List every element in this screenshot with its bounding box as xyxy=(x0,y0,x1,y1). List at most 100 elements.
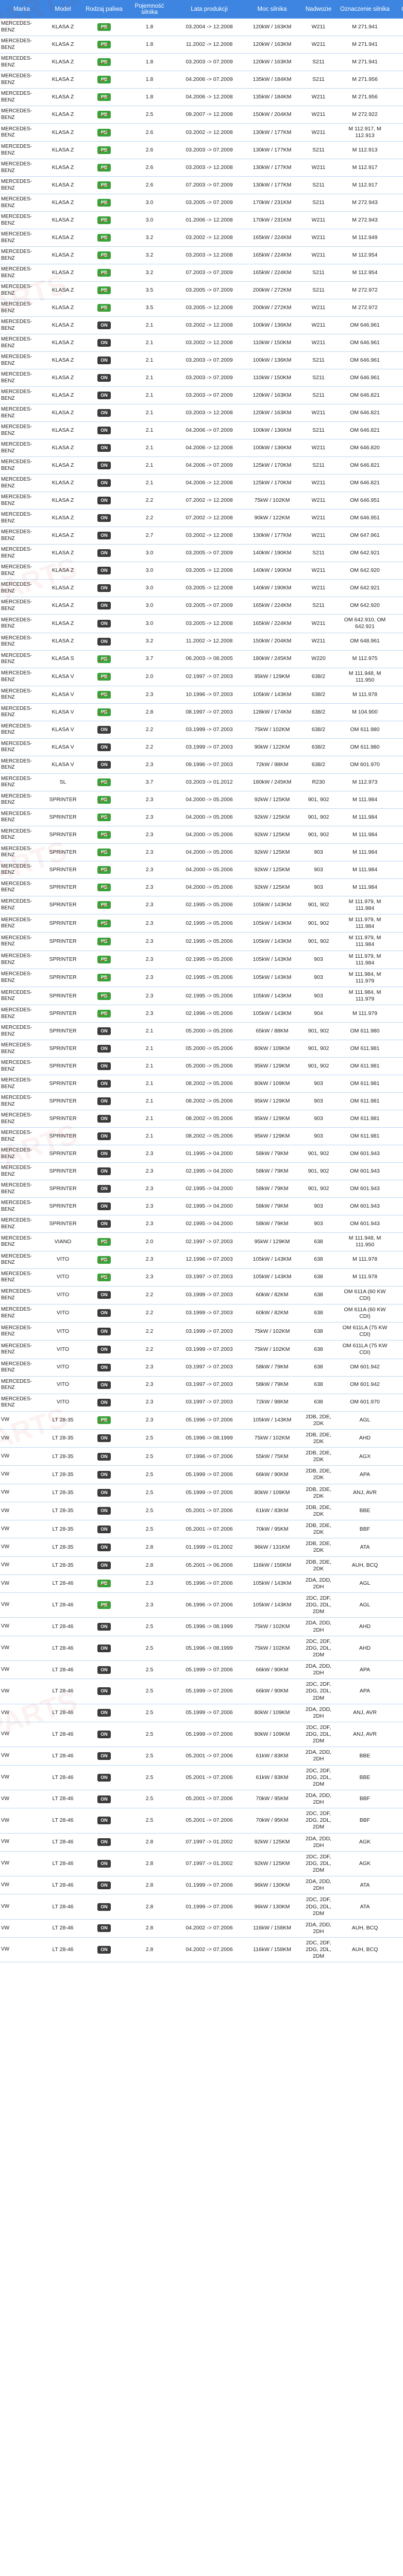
table-row[interactable]: MERCEDES-BENZ SPRINTER PB 2.3 04.2000 -> 05.… xyxy=(0,808,403,826)
table-row[interactable]: MERCEDES-BENZ SPRINTER ON 2.1 08.2002 -> 05.… xyxy=(0,1128,403,1145)
table-row[interactable]: VW LT 28-46 ON 2.8 04.2002 -> 07.2006 116kW /… xyxy=(0,1919,403,1937)
table-row[interactable]: MERCEDES-BENZ SPRINTER PB 2.3 04.2000 -> 05.… xyxy=(0,843,403,861)
table-row[interactable]: VW LT 28-46 ON 2.8 07.1997 -> 01.2002 92kW / … xyxy=(0,1833,403,1851)
table-row[interactable]: MERCEDES-BENZ VITO ON 2.2 03.1999 -> 07.2003… xyxy=(0,1304,403,1322)
column-header-nadwozie[interactable]: Nadwozie xyxy=(299,0,338,19)
table-row[interactable]: VW LT 28-46 ON 2.5 05.1996 -> 08.1999 75kW / … xyxy=(0,1618,403,1636)
table-row[interactable]: MERCEDES-BENZ KLASA Z PB 2.6 07.2003 -> 07.2… xyxy=(0,177,403,194)
table-row[interactable]: MERCEDES-BENZ KLASA Z PB 3.0 01.2006 -> 12.2… xyxy=(0,212,403,229)
table-row[interactable]: MERCEDES-BENZ VITO ON 2.2 03.1999 -> 07.2003… xyxy=(0,1323,403,1341)
table-row[interactable]: MERCEDES-BENZ KLASA Z PB 1.8 04.2006 -> 12.2… xyxy=(0,89,403,106)
table-row[interactable]: MERCEDES-BENZ KLASA V PB 2.3 10.1996 -> 07.2… xyxy=(0,686,403,703)
table-row[interactable]: MERCEDES-BENZ KLASA Z ON 2.7 03.2002 -> 12.2… xyxy=(0,527,403,545)
column-header-model[interactable]: Model xyxy=(43,0,82,19)
table-row[interactable]: MERCEDES-BENZ KLASA Z PB 3.5 03.2005 -> 12.2… xyxy=(0,299,403,317)
column-header-moc[interactable]: Moc silnika xyxy=(245,0,299,19)
table-row[interactable]: MERCEDES-BENZ SPRINTER ON 2.3 02.1995 -> 04.… xyxy=(0,1198,403,1215)
table-row[interactable]: MERCEDES-BENZ KLASA Z ON 2.1 04.2006 -> 07.2… xyxy=(0,457,403,474)
table-row[interactable]: MERCEDES-BENZ KLASA V PB 2.8 08.1997 -> 07.2… xyxy=(0,703,403,721)
column-header-opis[interactable]: Opis xyxy=(392,0,403,19)
table-row[interactable]: MERCEDES-BENZ KLASA Z ON 2.1 03.2003 -> 07.2… xyxy=(0,369,403,387)
table-row[interactable]: MERCEDES-BENZ KLASA Z ON 2.1 03.2003 -> 07.2… xyxy=(0,352,403,369)
table-row[interactable]: MERCEDES-BENZ KLASA Z ON 3.0 03.2005 -> 12.2… xyxy=(0,580,403,597)
table-row[interactable]: MERCEDES-BENZ KLASA Z ON 3.2 11.2002 -> 12.2… xyxy=(0,633,403,650)
table-row[interactable]: MERCEDES-BENZ SPRINTER PB 2.3 02.1995 -> 05.… xyxy=(0,987,403,1005)
column-header-marka[interactable]: Marka xyxy=(0,0,43,19)
table-row[interactable]: VW LT 28-46 PB 2.3 05.1996 -> 07.2006 105kW /… xyxy=(0,1574,403,1592)
table-row[interactable]: MERCEDES-BENZ KLASA Z ON 3.0 03.2005 -> 12.2… xyxy=(0,562,403,580)
table-row[interactable]: MERCEDES-BENZ KLASA Z PB 1.8 03.2003 -> 07.2… xyxy=(0,54,403,71)
table-row[interactable]: MERCEDES-BENZ SPRINTER ON 2.3 02.1995 -> 04.… xyxy=(0,1163,403,1180)
table-row[interactable]: VW LT 28-35 ON 2.5 05.1999 -> 07.2006 66kW / … xyxy=(0,1466,403,1484)
table-row[interactable]: MERCEDES-BENZ SPRINTER PB 2.3 02.1995 -> 05.… xyxy=(0,896,403,914)
table-row[interactable]: MERCEDES-BENZ KLASA Z PB 3.2 03.2003 -> 12.2… xyxy=(0,247,403,264)
table-row[interactable]: MERCEDES-BENZ KLASA Z ON 2.2 07.2002 -> 12.2… xyxy=(0,492,403,510)
table-row[interactable]: MERCEDES-BENZ SPRINTER ON 2.1 05.2000 -> 05.… xyxy=(0,1023,403,1040)
table-row[interactable]: VW LT 28-46 ON 2.5 05.2001 -> 07.2006 70kW / … xyxy=(0,1808,403,1833)
table-row[interactable]: VW LT 28-46 ON 2.8 01.1999 -> 07.2006 96kW / … xyxy=(0,1876,403,1894)
table-row[interactable]: MERCEDES-BENZ KLASA Z ON 3.0 03.2005 -> 12.2… xyxy=(0,615,403,633)
table-row[interactable]: MERCEDES-BENZ KLASA Z ON 2.1 04.2006 -> 12.2… xyxy=(0,474,403,492)
table-row[interactable]: MERCEDES-BENZ KLASA Z ON 2.1 03.2002 -> 12.2… xyxy=(0,334,403,352)
table-row[interactable]: VW LT 28-35 ON 2.5 05.1999 -> 07.2006 80kW / … xyxy=(0,1484,403,1502)
table-row[interactable]: MERCEDES-BENZ KLASA Z PB 3.5 03.2005 -> 07.2… xyxy=(0,282,403,299)
table-row[interactable]: MERCEDES-BENZ SPRINTER ON 2.1 05.2000 -> 05.… xyxy=(0,1040,403,1058)
table-row[interactable]: MERCEDES-BENZ KLASA Z PB 2.6 03.2002 -> 12.2… xyxy=(0,124,403,142)
table-row[interactable]: MERCEDES-BENZ SPRINTER PB 2.3 04.2000 -> 05.… xyxy=(0,878,403,896)
table-row[interactable]: MERCEDES-BENZ KLASA S PB 3.7 06.2003 -> 08.2… xyxy=(0,650,403,668)
table-row[interactable]: MERCEDES-BENZ SPRINTER PB 2.3 02.1995 -> 05.… xyxy=(0,951,403,969)
table-row[interactable]: MERCEDES-BENZ SPRINTER ON 2.3 02.1995 -> 04.… xyxy=(0,1180,403,1198)
table-row[interactable]: VW LT 28-46 ON 2.5 05.1999 -> 07.2006 66kW / … xyxy=(0,1679,403,1704)
table-row[interactable]: MERCEDES-BENZ KLASA V ON 2.2 03.1999 -> 07.2… xyxy=(0,738,403,756)
column-header-pojemnosc[interactable]: Pojemność silnika xyxy=(126,0,173,19)
table-row[interactable]: MERCEDES-BENZ SPRINTER PB 2.3 02.1995 -> 05.… xyxy=(0,914,403,933)
table-row[interactable]: MERCEDES-BENZ KLASA Z ON 2.1 03.2002 -> 12.2… xyxy=(0,317,403,334)
table-row[interactable]: VW LT 28-46 ON 2.5 05.1999 -> 07.2006 66kW / … xyxy=(0,1661,403,1679)
table-row[interactable]: MERCEDES-BENZ VITO ON 2.2 03.1999 -> 07.2003… xyxy=(0,1341,403,1359)
table-row[interactable]: VW LT 28-46 ON 2.5 05.1999 -> 07.2006 80kW / … xyxy=(0,1722,403,1747)
table-row[interactable]: VW LT 28-35 ON 2.5 05.1996 -> 08.1999 75kW / … xyxy=(0,1429,403,1447)
table-row[interactable]: MERCEDES-BENZ KLASA Z ON 2.1 04.2006 -> 07.2… xyxy=(0,422,403,439)
table-row[interactable]: MERCEDES-BENZ VITO PB 2.3 12.1996 -> 07.2003… xyxy=(0,1251,403,1268)
table-row[interactable]: MERCEDES-BENZ KLASA Z ON 2.1 04.2006 -> 12.2… xyxy=(0,439,403,457)
table-row[interactable]: MERCEDES-BENZ KLASA Z PB 3.0 03.2005 -> 07.2… xyxy=(0,194,403,212)
table-row[interactable]: VW LT 28-46 ON 2.8 04.2002 -> 07.2006 116kW /… xyxy=(0,1938,403,1962)
table-row[interactable]: MERCEDES-BENZ KLASA Z ON 2.1 03.2003 -> 12.2… xyxy=(0,404,403,422)
table-row[interactable]: MERCEDES-BENZ KLASA Z PB 2.6 03.2003 -> 07.2… xyxy=(0,142,403,159)
table-row[interactable]: MERCEDES-BENZ SPRINTER ON 2.3 02.1995 -> 04.… xyxy=(0,1215,403,1233)
table-row[interactable]: MERCEDES-BENZ VITO PB 2.3 03.1997 -> 07.2003… xyxy=(0,1268,403,1286)
table-row[interactable]: VW LT 28-46 PB 2.3 06.1996 -> 07.2006 105kW /… xyxy=(0,1593,403,1618)
table-row[interactable]: VW LT 28-46 ON 2.8 07.1997 -> 01.2002 92kW / … xyxy=(0,1851,403,1876)
table-row[interactable]: MERCEDES-BENZ KLASA Z ON 2.2 07.2002 -> 12.2… xyxy=(0,510,403,527)
table-row[interactable]: MERCEDES-BENZ SPRINTER PB 2.3 04.2000 -> 05.… xyxy=(0,791,403,808)
table-row[interactable]: MERCEDES-BENZ KLASA Z PB 3.2 03.2002 -> 12.2… xyxy=(0,229,403,247)
table-row[interactable]: VW LT 28-35 ON 2.8 01.1999 -> 01.2002 96kW / … xyxy=(0,1538,403,1556)
table-row[interactable]: MERCEDES-BENZ KLASA V ON 2.3 09.1996 -> 07.2… xyxy=(0,756,403,773)
table-row[interactable]: MERCEDES-BENZ SPRINTER ON 2.1 08.2002 -> 05.… xyxy=(0,1110,403,1128)
table-row[interactable]: VW LT 28-46 ON 2.5 05.2001 -> 07.2006 70kW / … xyxy=(0,1790,403,1808)
table-row[interactable]: VW LT 28-35 ON 2.5 05.2001 -> 07.2006 61kW / … xyxy=(0,1502,403,1520)
table-row[interactable]: MERCEDES-BENZ VITO ON 2.3 03.1997 -> 07.2003… xyxy=(0,1376,403,1394)
table-row[interactable]: VW LT 28-35 ON 2.5 07.1996 -> 07.2006 55kW / … xyxy=(0,1448,403,1466)
table-row[interactable]: MERCEDES-BENZ VIANO PB 2.0 02.1997 -> 07.200… xyxy=(0,1233,403,1251)
table-row[interactable]: MERCEDES-BENZ SPRINTER PB 2.3 02.1995 -> 05.… xyxy=(0,969,403,987)
table-row[interactable]: VW LT 28-46 ON 2.5 05.2001 -> 07.2006 61kW / … xyxy=(0,1747,403,1765)
table-row[interactable]: MERCEDES-BENZ KLASA Z PB 2.6 03.2003 -> 12.2… xyxy=(0,159,403,177)
table-row[interactable]: VW LT 28-35 PB 2.3 05.1996 -> 07.2006 105kW /… xyxy=(0,1411,403,1429)
table-row[interactable]: MERCEDES-BENZ KLASA Z PB 1.8 11.2002 -> 12.2… xyxy=(0,36,403,54)
table-row[interactable]: VW LT 28-46 ON 2.8 01.1999 -> 07.2006 96kW / … xyxy=(0,1894,403,1919)
column-header-oznaczenie[interactable]: Oznaczenie silnika xyxy=(338,0,392,19)
table-row[interactable]: VW LT 28-46 ON 2.5 05.2001 -> 07.2006 61kW / … xyxy=(0,1765,403,1790)
table-row[interactable]: MERCEDES-BENZ VITO ON 2.3 03.1997 -> 07.2003… xyxy=(0,1394,403,1411)
column-header-lata[interactable]: Lata produkcji xyxy=(173,0,245,19)
table-row[interactable]: MERCEDES-BENZ KLASA Z ON 2.1 03.2003 -> 07.2… xyxy=(0,387,403,404)
table-row[interactable]: MERCEDES-BENZ SPRINTER ON 2.1 08.2002 -> 05.… xyxy=(0,1075,403,1093)
table-row[interactable]: MERCEDES-BENZ KLASA Z PB 1.8 03.2004 -> 12.2… xyxy=(0,19,403,36)
table-row[interactable]: VW LT 28-35 ON 2.5 05.2001 -> 07.2006 70kW / … xyxy=(0,1520,403,1538)
table-row[interactable]: MERCEDES-BENZ KLASA V ON 2.2 03.1999 -> 07.2… xyxy=(0,721,403,738)
table-row[interactable]: MERCEDES-BENZ SPRINTER PB 2.3 04.2000 -> 05.… xyxy=(0,826,403,843)
table-row[interactable]: MERCEDES-BENZ SPRINTER ON 2.1 08.2002 -> 05.… xyxy=(0,1093,403,1110)
table-row[interactable]: MERCEDES-BENZ KLASA Z PB 3.2 07.2003 -> 07.2… xyxy=(0,264,403,282)
table-row[interactable]: MERCEDES-BENZ SPRINTER ON 2.1 05.2000 -> 05.… xyxy=(0,1058,403,1075)
table-row[interactable]: MERCEDES-BENZ SPRINTER PB 2.3 04.2000 -> 05.… xyxy=(0,861,403,878)
